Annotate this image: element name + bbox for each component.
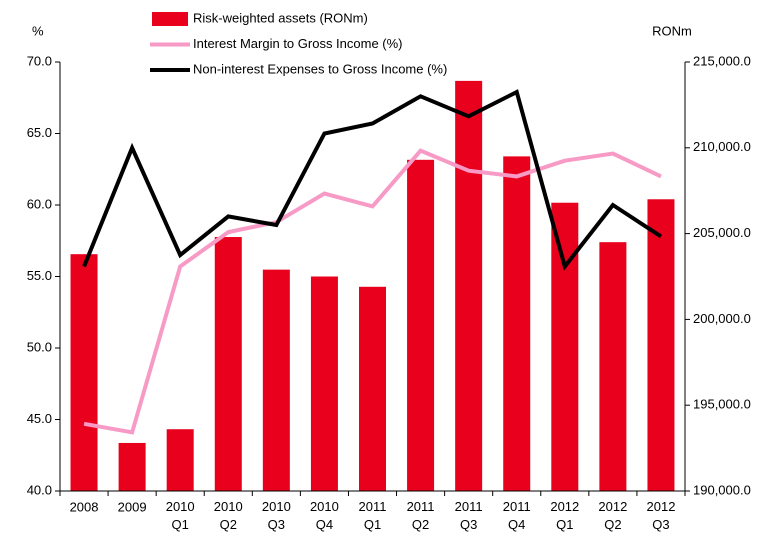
- legend-label: Non-interest Expenses to Gross Income (%…: [193, 61, 447, 76]
- line: [82, 89, 663, 271]
- x-tick-label: 2012 Q2: [598, 499, 627, 532]
- y2-tick-label: 200,000.0: [693, 311, 751, 326]
- x-tick-label: 2011 Q3: [455, 499, 483, 532]
- x-tick-label: 2012 Q1: [550, 499, 579, 532]
- bar: [70, 254, 98, 491]
- y-axis-title: %: [32, 23, 44, 38]
- bar: [166, 429, 194, 491]
- line: [83, 148, 662, 435]
- bar: [599, 242, 627, 491]
- legend-swatch: [152, 12, 188, 26]
- y-tick-label: 40.0: [27, 482, 52, 497]
- bar: [551, 202, 579, 491]
- bar: [407, 159, 435, 491]
- legend-label: Interest Margin to Gross Income (%): [193, 36, 403, 51]
- x-tick-label: 2009: [118, 499, 147, 514]
- y-tick-label: 45.0: [27, 411, 52, 426]
- x-tick-label: 2008: [70, 499, 99, 514]
- x-tick-label: 2010 Q2: [214, 499, 243, 532]
- y-tick-label: 50.0: [27, 339, 52, 354]
- y2-tick-label: 190,000.0: [693, 482, 751, 497]
- y-tick-label: 65.0: [27, 125, 52, 140]
- bar: [359, 286, 386, 491]
- y2-tick-label: 210,000.0: [693, 139, 751, 154]
- bar: [647, 199, 675, 491]
- x-tick-label: 2010 Q3: [262, 499, 291, 532]
- bar: [503, 156, 531, 491]
- y2-tick-label: 215,000.0: [693, 53, 751, 68]
- y2-tick-label: 205,000.0: [693, 225, 751, 240]
- x-tick-label: 2011 Q4: [503, 499, 531, 532]
- x-tick-label: 2011 Q2: [407, 499, 435, 532]
- y-tick-label: 60.0: [27, 196, 52, 211]
- bar: [455, 80, 483, 491]
- x-tick-label: 2010 Q4: [310, 499, 339, 532]
- x-tick-label: 2010 Q1: [166, 499, 195, 532]
- bar: [118, 442, 146, 491]
- legend-label: Risk-weighted assets (RONm): [193, 10, 368, 25]
- x-tick-label: 2012 Q3: [647, 499, 676, 532]
- x-tick-label: 2011 Q1: [359, 499, 387, 532]
- bar: [214, 237, 242, 491]
- y2-axis-title: RONm: [652, 23, 692, 38]
- y-tick-label: 55.0: [27, 268, 52, 283]
- y-tick-label: 70.0: [27, 53, 52, 68]
- bar: [310, 276, 338, 491]
- bar: [262, 269, 290, 491]
- y2-tick-label: 195,000.0: [693, 397, 751, 412]
